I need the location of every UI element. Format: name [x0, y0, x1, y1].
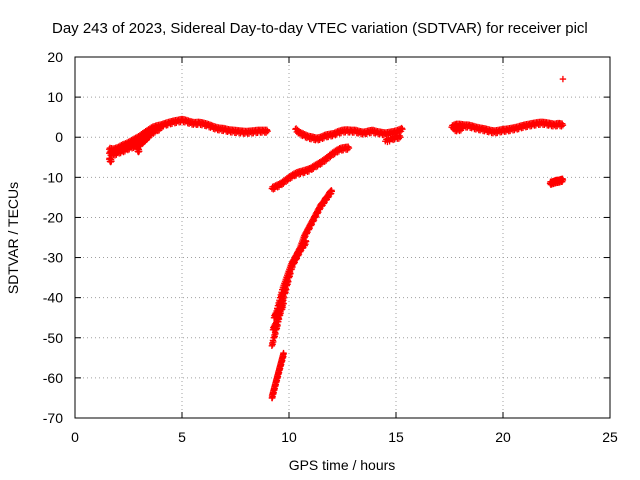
data-point: [559, 176, 567, 184]
data-point: [397, 134, 404, 141]
series-6: [268, 349, 287, 402]
data-point: [559, 75, 567, 83]
data-point: [302, 238, 310, 245]
data-point: [156, 124, 164, 131]
data-point: [157, 125, 164, 132]
y-tick-label: -10: [43, 169, 63, 185]
x-tick-label: 20: [495, 429, 511, 445]
data-point: [325, 155, 333, 162]
chart-title: Day 243 of 2023, Sidereal Day-to-day VTE…: [52, 20, 588, 37]
data-point: [317, 161, 324, 168]
series-7: [448, 118, 567, 137]
series-2: [133, 130, 154, 156]
x-axis-label: GPS time / hours: [289, 457, 396, 473]
y-tick-label: -30: [43, 250, 63, 266]
series-8: [546, 175, 567, 188]
data-point: [111, 152, 119, 159]
data-point: [136, 148, 143, 155]
data-point: [280, 350, 287, 358]
y-tick-label: -50: [43, 330, 63, 346]
data-point: [282, 178, 290, 185]
data-point: [345, 143, 352, 150]
data-point: [262, 129, 270, 136]
series-3: [292, 124, 406, 146]
data-point: [146, 132, 154, 139]
data-point: [280, 300, 287, 307]
y-tick-label: 10: [47, 89, 63, 105]
x-tick-labels: 0 5 10 15 20 25: [71, 429, 618, 445]
x-tick-label: 25: [602, 429, 618, 445]
data-point: [263, 126, 271, 134]
data-point: [321, 158, 328, 165]
data-point: [264, 128, 271, 135]
y-tick-label: 20: [47, 49, 63, 65]
y-tick-label: -70: [43, 410, 63, 426]
y-tick-label: -20: [43, 209, 63, 225]
y-tick-labels: 20 10 0 -10 -20 -30 -40 -50 -60 -70: [43, 49, 63, 426]
series-1: [106, 115, 271, 166]
data-point: [459, 125, 466, 132]
data-point: [396, 132, 403, 140]
y-tick-label: 0: [55, 129, 63, 145]
grid: [75, 57, 610, 418]
data-point: [458, 124, 465, 131]
data-point: [330, 151, 337, 159]
y-tick-label: -40: [43, 290, 63, 306]
axis-ticks: [74, 56, 611, 419]
y-tick-label: -60: [43, 370, 63, 386]
series-9: [559, 75, 567, 83]
data-point: [345, 144, 353, 152]
data-point: [278, 181, 286, 189]
plot-frame: [74, 56, 611, 419]
data-point: [399, 126, 406, 133]
x-tick-label: 10: [281, 429, 297, 445]
series-5: [268, 187, 335, 349]
data-point: [297, 128, 304, 136]
x-tick-label: 15: [388, 429, 404, 445]
data-point: [398, 124, 405, 132]
data-point: [312, 163, 320, 171]
data-point: [108, 158, 115, 165]
data-point: [301, 130, 308, 138]
x-tick-label: 5: [178, 429, 186, 445]
data-point: [328, 188, 335, 195]
x-tick-label: 0: [71, 429, 79, 445]
y-axis-label: SDTVAR / TECUs: [5, 182, 21, 294]
series-4: [268, 143, 353, 193]
data-point: [287, 175, 294, 182]
data-points: [106, 75, 567, 402]
data-point: [559, 121, 567, 129]
data-point: [334, 149, 341, 156]
data-point: [395, 135, 403, 142]
data-point: [308, 166, 316, 173]
